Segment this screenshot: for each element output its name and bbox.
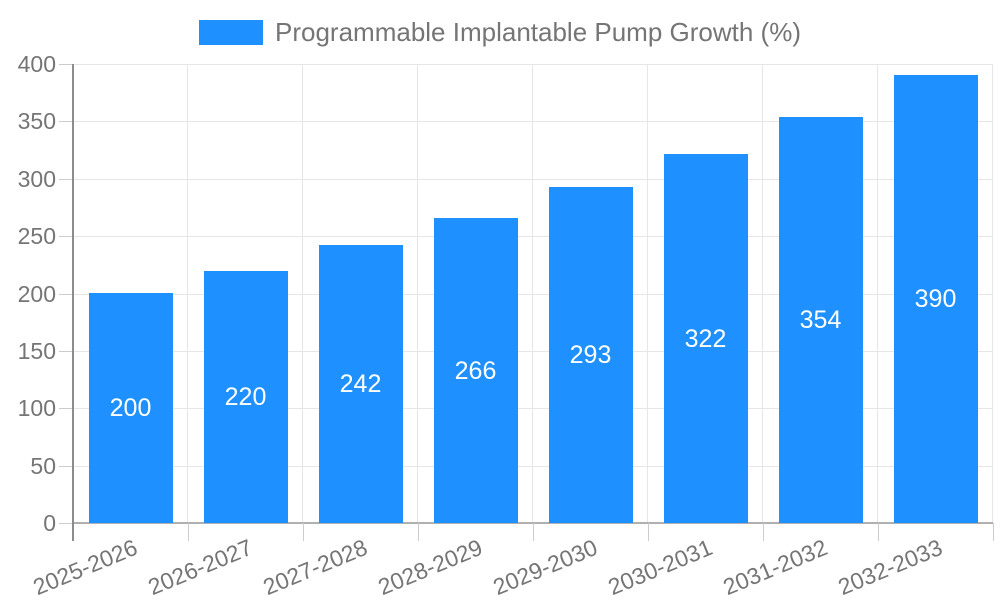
y-axis-tick [59,465,73,467]
bar-value-label: 354 [799,306,842,334]
bar: 266 [433,218,518,523]
y-axis-tick-label: 0 [43,510,56,536]
x-axis-tick [763,523,764,541]
x-axis-label: 2027-2028 [258,534,371,600]
y-axis-tick [59,64,73,65]
plot-area: 0 50 100 150 200 250 300 350 400 200 220 242 266 293 3… [18,51,994,600]
h-gridline [73,350,993,352]
x-axis-label: 2032-2033 [833,534,946,600]
bar: 200 [88,293,173,523]
x-axis-tick [878,523,879,541]
y-axis-tick-label: 350 [17,108,56,135]
y-axis-tick [59,408,73,410]
bar-value-label: 220 [224,383,267,411]
bar-value-label: 242 [339,370,382,398]
y-axis-tick-label: 150 [17,337,56,364]
x-axis-label: 2026-2027 [143,534,256,600]
v-gridline [877,64,878,523]
legend-swatch [199,19,263,45]
y-axis-tick [59,293,73,295]
y-axis-tick [59,121,73,123]
bar: 242 [318,245,403,523]
bar: 293 [548,187,633,523]
x-axis-tick [533,523,534,541]
v-gridline [762,64,763,523]
x-axis-label: 2028-2029 [373,534,486,600]
v-gridline [992,64,993,523]
y-axis-tick [59,236,73,238]
v-gridline [302,64,303,523]
y-axis-tick-label: 50 [30,452,56,479]
h-gridline [73,293,993,295]
v-gridline [187,64,188,523]
h-gridline [73,236,993,238]
bar-value-label: 390 [914,285,957,313]
x-axis-tick [303,523,304,541]
h-gridline [73,178,993,180]
v-gridline [647,64,648,523]
v-gridline [532,64,533,523]
x-axis-tick [418,523,419,541]
y-axis-tick [59,178,73,180]
legend: Programmable Implantable Pump Growth (%) [0,17,1000,47]
v-gridline [417,64,418,523]
x-axis-tick [188,523,189,541]
y-axis-tick [59,523,73,524]
y-axis-tick-label: 250 [17,223,56,250]
legend-label: Programmable Implantable Pump Growth (%) [275,17,801,47]
bar-value-label: 322 [684,324,727,353]
bar: 322 [663,154,748,523]
x-axis-tick [993,523,994,541]
x-axis-label: 2025-2026 [28,534,141,600]
x-axis-label: 2030-2031 [603,534,716,600]
x-axis-label: 2029-2030 [488,534,601,600]
bar-value-label: 293 [569,341,612,369]
y-axis-tick-label: 200 [17,280,56,307]
bar-value-label: 266 [454,356,497,385]
bar: 390 [893,75,978,523]
y-axis-tick [59,350,73,352]
bar-value-label: 200 [109,394,152,422]
h-gridline [73,408,993,410]
y-axis-line [72,64,74,541]
y-axis-tick-label: 100 [17,395,56,422]
h-gridline [73,64,993,65]
h-gridline [73,121,993,123]
bar: 354 [778,117,863,523]
h-gridline [73,465,993,467]
y-axis-tick-label: 400 [17,51,56,77]
x-axis-label: 2031-2032 [718,534,831,600]
bar: 220 [203,271,288,523]
x-axis-tick [648,523,649,541]
y-axis-tick-label: 300 [17,165,56,192]
